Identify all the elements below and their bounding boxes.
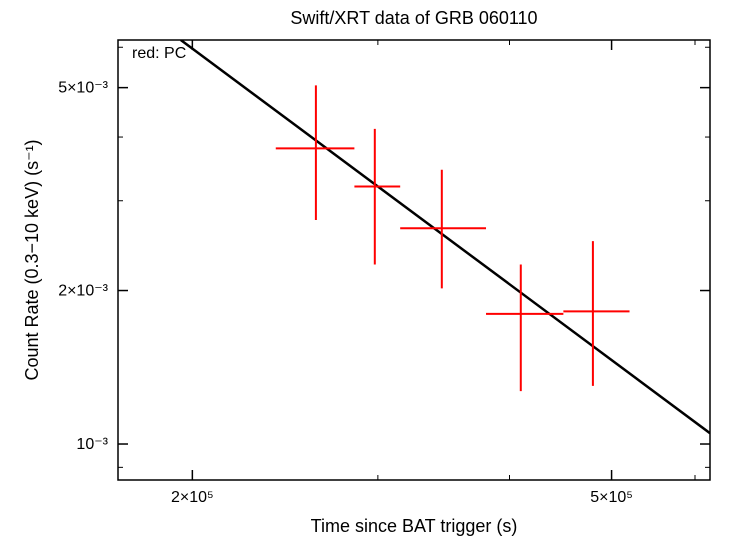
chart-container: 2×10⁵ 5×10⁵ 10⁻³ 2×10⁻³ 5×10⁻³ Swift/XRT data… (0, 0, 746, 558)
tick-label: 10⁻³ (76, 436, 108, 453)
chart-title: Swift/XRT data of GRB 060110 (290, 8, 537, 28)
x-axis-label: Time since BAT trigger (s) (311, 516, 518, 536)
lightcurve-chart: 2×10⁵ 5×10⁵ 10⁻³ 2×10⁻³ 5×10⁻³ Swift/XRT data… (0, 0, 746, 558)
tick-label: 5×10⁻³ (58, 80, 108, 97)
y-axis-label: Count Rate (0.3−10 keV) (s⁻¹) (22, 139, 42, 380)
tick-label: 2×10⁻³ (58, 283, 108, 300)
tick-label: 5×10⁵ (590, 489, 633, 506)
tick-label: 2×10⁵ (171, 489, 214, 506)
legend-text: red: PC (132, 45, 186, 62)
